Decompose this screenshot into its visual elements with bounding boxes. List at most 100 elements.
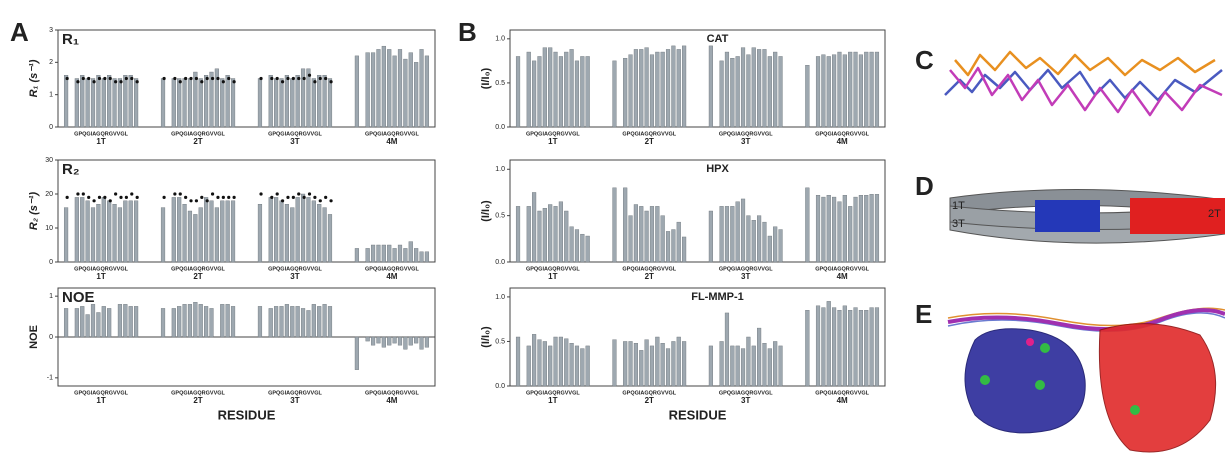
bar: [837, 51, 842, 128]
bar: [317, 306, 322, 338]
bar: [623, 187, 628, 263]
bar: [354, 248, 359, 263]
bar: [553, 206, 558, 263]
plot-frame: [57, 159, 436, 263]
y-tick-label: 1: [49, 92, 53, 99]
bar: [746, 54, 751, 128]
bar: [74, 308, 79, 338]
group-name: 1T: [96, 396, 105, 405]
bar: [542, 208, 547, 263]
dot: [286, 195, 290, 199]
group-name: 3T: [290, 396, 299, 405]
bar: [198, 304, 203, 338]
group-residues: GPQGIAGQRGVVGL: [815, 131, 869, 137]
dot: [184, 76, 188, 81]
dot: [92, 199, 96, 203]
bar: [101, 78, 106, 128]
bar: [306, 68, 311, 128]
bar: [397, 336, 403, 346]
group-name: 4M: [386, 396, 397, 405]
bar: [564, 51, 569, 128]
bar: [767, 56, 772, 128]
bar: [778, 345, 783, 387]
bar: [757, 215, 762, 263]
bar: [290, 306, 295, 338]
bar: [381, 244, 386, 263]
group-name: 2T: [645, 137, 654, 146]
group-residues: GPQGIAGQRGVVGL: [365, 266, 419, 272]
bar: [778, 229, 783, 263]
dot: [216, 195, 220, 199]
bar: [327, 214, 333, 263]
bar: [381, 45, 386, 128]
y-tick-label: -1: [47, 375, 53, 382]
bar: [832, 196, 837, 263]
group-name: 4M: [386, 137, 397, 146]
bar: [80, 306, 85, 338]
bar: [424, 251, 430, 263]
bar: [649, 345, 655, 387]
bar: [317, 75, 322, 128]
bar: [874, 51, 880, 128]
bar: [290, 78, 295, 128]
bar: [257, 78, 263, 128]
bar: [655, 336, 660, 387]
bar: [311, 200, 316, 263]
bar: [682, 341, 687, 387]
dot: [81, 192, 85, 196]
dot: [135, 80, 139, 84]
bar: [268, 197, 273, 263]
bar: [220, 304, 225, 338]
bar: [558, 336, 563, 387]
bar: [85, 314, 90, 338]
bar: [746, 336, 751, 387]
bar: [773, 341, 778, 387]
dot: [329, 80, 333, 84]
bar: [644, 210, 649, 263]
bar: [644, 47, 649, 128]
bar: [198, 78, 203, 128]
dot: [210, 76, 215, 81]
bar: [719, 341, 724, 387]
bar: [290, 207, 295, 263]
bar: [623, 341, 628, 387]
bar: [548, 345, 553, 387]
bar: [403, 248, 408, 263]
bar: [160, 207, 166, 263]
bar: [365, 248, 370, 263]
bar: [515, 56, 521, 128]
bar: [751, 220, 756, 263]
bar: [548, 204, 553, 263]
group-name: 1T: [548, 396, 557, 405]
dot: [270, 76, 274, 81]
bar: [182, 203, 187, 263]
dot: [162, 195, 166, 199]
bar: [376, 49, 381, 128]
bar: [532, 60, 537, 128]
group-name: 4M: [837, 137, 848, 146]
bar: [403, 336, 408, 350]
bar: [209, 308, 214, 338]
dot: [232, 80, 236, 84]
bar: [295, 306, 300, 338]
bar: [317, 203, 322, 263]
bar: [730, 345, 735, 387]
bar: [403, 58, 408, 128]
dot: [135, 195, 139, 199]
bar: [225, 304, 230, 338]
bar: [268, 308, 273, 338]
group-residues: GPQGIAGQRGVVGL: [74, 131, 128, 137]
bar: [869, 51, 874, 128]
bar: [311, 304, 316, 338]
group-residues: GPQGIAGQRGVVGL: [268, 266, 322, 272]
bar: [537, 339, 542, 387]
bar: [628, 341, 633, 387]
bar: [107, 308, 112, 338]
bar: [370, 52, 376, 128]
chart-title: R₁: [62, 31, 79, 48]
group-name: 1T: [548, 272, 557, 281]
bar: [257, 306, 263, 338]
bar: [740, 348, 746, 387]
panel-label: E: [915, 299, 932, 329]
bar: [354, 336, 359, 370]
